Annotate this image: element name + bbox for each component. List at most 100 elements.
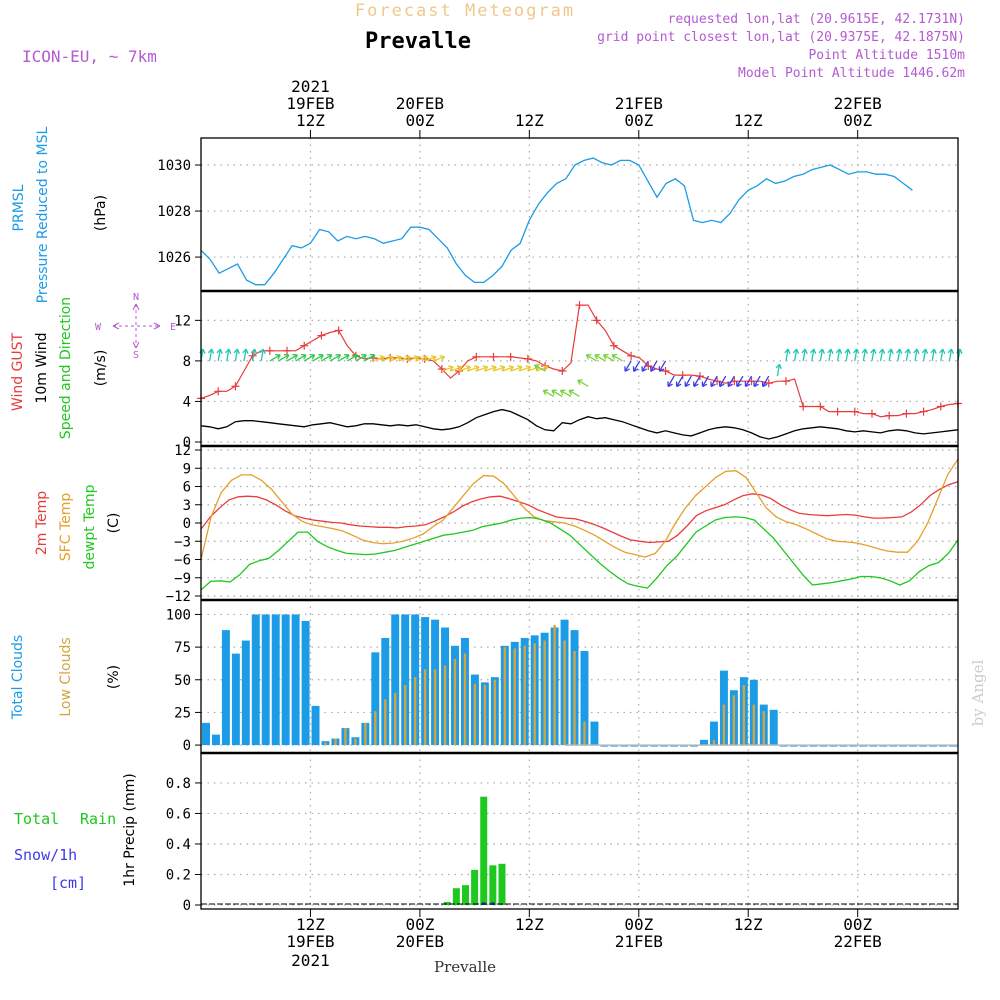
gust-marker bbox=[575, 301, 584, 310]
wind-arrow-head bbox=[430, 355, 437, 362]
wind-arrow-shaft bbox=[828, 348, 832, 362]
bottom-hour-label: 00Z bbox=[405, 915, 434, 934]
wind-arrow-shaft bbox=[493, 366, 505, 372]
gust-marker bbox=[764, 379, 773, 388]
wind-arrow-icon bbox=[233, 348, 240, 362]
gust-marker bbox=[472, 352, 481, 361]
low-cloud-bar bbox=[473, 683, 477, 746]
wind-arrow-shaft bbox=[433, 356, 445, 362]
compass-n: N bbox=[133, 292, 139, 303]
top-date-label: 19FEB bbox=[286, 94, 334, 113]
wind-arrow-shaft bbox=[312, 354, 324, 362]
panel-frame bbox=[200, 752, 959, 910]
wind-arrow-shaft bbox=[467, 366, 480, 372]
wind-arrow-icon bbox=[303, 354, 316, 362]
low-cloud-bar bbox=[732, 695, 736, 746]
low-cloud-bar bbox=[742, 684, 746, 746]
point-altitude: Point Altitude 1510m bbox=[808, 48, 965, 63]
sfc-label: SFC Temp bbox=[58, 493, 74, 562]
compass-w: W bbox=[95, 322, 102, 333]
prmsl-label: PRMSL bbox=[11, 184, 27, 231]
top-hour-label: 12Z bbox=[515, 111, 544, 130]
wind-arrow-icon bbox=[930, 348, 937, 362]
wind-arrow-shaft bbox=[568, 389, 580, 397]
gust-marker bbox=[523, 354, 532, 363]
gust-marker bbox=[781, 377, 790, 386]
wind-arrow-shaft bbox=[260, 348, 264, 362]
precip-panel-labels: Total Rain Snow/1h [cm] 1hr Precip (mm) bbox=[14, 773, 138, 892]
wind-arrow-icon bbox=[904, 348, 911, 362]
wind-arrow-head bbox=[283, 354, 290, 360]
wind-arrow-icon bbox=[801, 348, 808, 362]
ms-label: (m/s) bbox=[93, 350, 109, 387]
low-cloud-bar bbox=[463, 653, 467, 746]
wind-arrow-shaft bbox=[329, 354, 341, 362]
wind-arrow-head bbox=[896, 348, 903, 354]
wind-arrow-icon bbox=[870, 348, 877, 362]
gust-marker bbox=[609, 341, 618, 350]
wind-arrow-shaft bbox=[217, 348, 221, 362]
top-date-label: 20FEB bbox=[396, 94, 444, 113]
low-cloud-bar bbox=[443, 665, 447, 746]
total-cloud-bar bbox=[231, 653, 240, 746]
total-cloud-bar bbox=[281, 614, 290, 746]
wind-arrow-head bbox=[369, 354, 376, 360]
wind-arrow-icon bbox=[632, 360, 641, 372]
total-cloud-bar bbox=[221, 630, 230, 746]
wind-arrow-shaft bbox=[295, 354, 307, 362]
wind-arrow-head bbox=[577, 379, 583, 385]
total-cloud-bar bbox=[401, 614, 410, 746]
low-cloud-bar bbox=[344, 728, 347, 746]
bottom-hour-label: 12Z bbox=[515, 915, 544, 934]
wind-arrow-shaft bbox=[785, 348, 789, 362]
wind-arrow-icon bbox=[364, 354, 376, 362]
wind-arrow-shaft bbox=[355, 354, 367, 362]
bottom-date-label: 19FEB bbox=[286, 932, 334, 951]
wind-arrow-shaft bbox=[650, 360, 658, 372]
sfc-temp-line bbox=[200, 458, 959, 560]
wind-arrow-shaft bbox=[321, 354, 333, 362]
wind-arrow-icon bbox=[519, 365, 532, 372]
compass-icon: N S W E bbox=[95, 292, 176, 361]
wind-arrow-shaft bbox=[338, 354, 350, 362]
wind-arrow-head bbox=[413, 355, 420, 362]
wind-arrow-icon bbox=[775, 363, 782, 377]
gust-marker bbox=[334, 326, 343, 335]
wind-arrow-icon bbox=[312, 354, 324, 362]
wind-arrow-head bbox=[225, 348, 232, 354]
model-label: ICON-EU, ~ 7km bbox=[22, 47, 157, 66]
wind-arrow-icon bbox=[415, 355, 428, 362]
gust-marker bbox=[300, 341, 309, 350]
wind-arrow-head bbox=[611, 354, 618, 360]
requested-coords: requested lon,lat (20.9615E, 42.1731N) bbox=[668, 12, 965, 27]
gust-marker bbox=[558, 367, 567, 376]
wind-arrow-head bbox=[551, 389, 557, 396]
wind-arrow-head bbox=[473, 365, 480, 372]
wind-arrow-icon bbox=[835, 348, 843, 362]
wind-arrow-head bbox=[887, 348, 894, 354]
wind-arrow-head bbox=[396, 355, 403, 362]
cm-label: [cm] bbox=[50, 874, 86, 892]
wind-arrow-head bbox=[491, 365, 497, 372]
wind-arrow-head bbox=[379, 355, 385, 362]
rain-bar bbox=[480, 796, 488, 905]
wind-arrow-head bbox=[422, 355, 428, 362]
wind-arrow-shaft bbox=[762, 375, 770, 387]
model-altitude: Model Point Altitude 1446.62m bbox=[738, 66, 965, 81]
wind-arrow-shaft bbox=[871, 348, 875, 362]
wind-arrow-head bbox=[667, 381, 673, 388]
low-cloud-bar bbox=[762, 711, 765, 746]
wind-arrow-shaft bbox=[719, 375, 727, 387]
pressure-label: Pressure Reduced to MSL bbox=[35, 126, 51, 303]
wind-arrow-shaft bbox=[888, 348, 892, 362]
gust-marker bbox=[850, 407, 859, 416]
top-hour-label: 12Z bbox=[296, 111, 325, 130]
low-clouds-label: Low Clouds bbox=[58, 637, 74, 716]
wind-arrow-shaft bbox=[303, 354, 315, 362]
wind-arrow-shaft bbox=[346, 354, 358, 362]
wind-arrow-shaft bbox=[624, 360, 632, 372]
wind-arrow-shaft bbox=[208, 348, 213, 362]
wind-arrow-icon bbox=[493, 365, 506, 372]
wind-arrow-shaft bbox=[364, 354, 376, 362]
wind-arrow-icon bbox=[913, 348, 920, 362]
